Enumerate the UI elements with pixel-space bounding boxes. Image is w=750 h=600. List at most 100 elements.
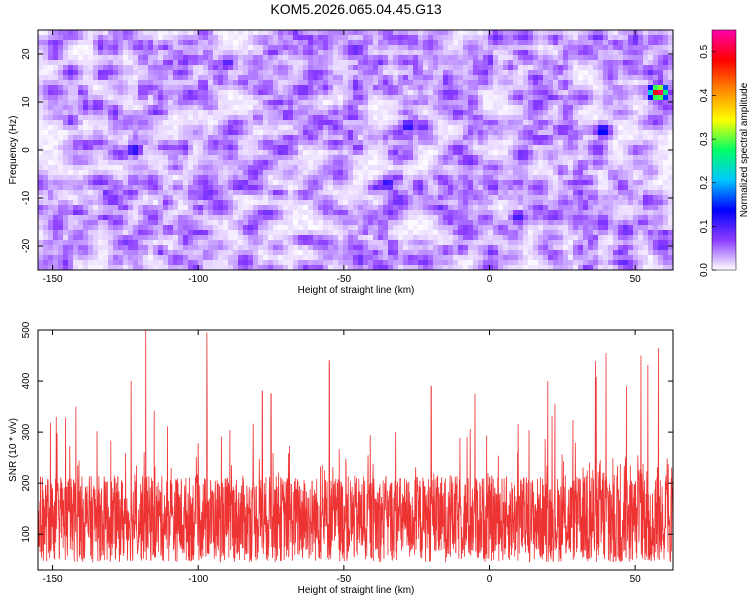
heatmap-cell	[38, 205, 44, 211]
heatmap-cell	[268, 80, 274, 86]
heatmap-cell	[173, 190, 179, 196]
heatmap-cell	[333, 250, 339, 256]
heatmap-cell	[383, 65, 389, 71]
heatmap-cell	[373, 145, 379, 151]
heatmap-cell	[453, 160, 459, 166]
heatmap-cell	[508, 60, 514, 66]
heatmap-cell	[338, 90, 344, 96]
heatmap-cell	[128, 70, 134, 76]
heatmap-cell	[138, 180, 144, 186]
heatmap-cell	[543, 195, 549, 201]
heatmap-cell	[288, 265, 294, 270]
heatmap-cell	[88, 190, 94, 196]
heatmap-cell	[203, 190, 209, 196]
heatmap-cell	[138, 265, 144, 270]
heatmap-cell	[408, 165, 414, 171]
heatmap-cell	[198, 155, 204, 161]
heatmap-cell	[173, 145, 179, 151]
heatmap-cell	[398, 85, 404, 91]
heatmap-cell	[38, 120, 44, 126]
heatmap-cell	[208, 55, 214, 61]
heatmap-cell	[183, 105, 189, 111]
heatmap-cell	[558, 30, 564, 36]
heatmap-cell	[248, 205, 254, 211]
heatmap-cell	[323, 55, 329, 61]
heatmap-cell	[148, 30, 154, 36]
heatmap-cell	[113, 35, 119, 41]
heatmap-cell	[153, 180, 159, 186]
heatmap-cell	[178, 130, 184, 136]
heatmap-cell	[278, 240, 284, 246]
heatmap-cell	[428, 225, 434, 231]
heatmap-cell	[493, 120, 499, 126]
heatmap-cell	[263, 105, 269, 111]
heatmap-cell	[483, 155, 489, 161]
heatmap-cell	[503, 235, 509, 241]
heatmap-cell	[473, 110, 479, 116]
heatmap-cell	[68, 155, 74, 161]
heatmap-cell	[263, 30, 269, 36]
heatmap-cell	[193, 140, 199, 146]
heatmap-cell	[68, 30, 74, 36]
heatmap-cell	[273, 30, 279, 36]
heatmap-cell	[163, 85, 169, 91]
heatmap-cell	[178, 265, 184, 270]
heatmap-cell	[493, 145, 499, 151]
heatmap-cell	[118, 240, 124, 246]
heatmap-cell	[498, 90, 504, 96]
heatmap-cell	[48, 95, 54, 101]
heatmap-cell	[508, 250, 514, 256]
heatmap-cell	[308, 255, 314, 261]
heatmap-cell	[418, 80, 424, 86]
heatmap-cell	[48, 180, 54, 186]
heatmap-cell	[313, 150, 319, 156]
heatmap-cell	[78, 225, 84, 231]
heatmap-cell	[143, 180, 149, 186]
heatmap-cell	[303, 235, 309, 241]
heatmap-cell	[348, 220, 354, 226]
heatmap-cell	[498, 65, 504, 71]
heatmap-cell	[523, 50, 529, 56]
heatmap-cell	[468, 75, 474, 81]
heatmap-cell	[463, 250, 469, 256]
heatmap-cell	[138, 190, 144, 196]
heatmap-cell	[113, 210, 119, 216]
heatmap-cell	[303, 200, 309, 206]
heatmap-cell	[88, 255, 94, 261]
heatmap-cell	[338, 215, 344, 221]
heatmap-cell	[313, 225, 319, 231]
heatmap-cell	[493, 200, 499, 206]
heatmap-cell	[258, 160, 264, 166]
heatmap-cell	[348, 95, 354, 101]
heatmap-cell	[328, 75, 334, 81]
heatmap-cell	[523, 165, 529, 171]
heatmap-cell	[213, 255, 219, 261]
heatmap-cell	[493, 50, 499, 56]
heatmap-cell	[443, 235, 449, 241]
heatmap-cell	[418, 35, 424, 41]
heatmap-cell	[43, 35, 49, 41]
heatmap-cell	[513, 195, 519, 201]
heatmap-cell	[548, 105, 554, 111]
heatmap-cell	[193, 165, 199, 171]
heatmap-cell	[498, 140, 504, 146]
heatmap-cell	[108, 100, 114, 106]
heatmap-cell	[403, 120, 409, 126]
heatmap-cell	[508, 130, 514, 136]
heatmap-cell	[398, 105, 404, 111]
heatmap-cell	[408, 70, 414, 76]
heatmap-cell	[278, 55, 284, 61]
heatmap-cell	[78, 245, 84, 251]
heatmap-cell	[423, 140, 429, 146]
heatmap-cell	[93, 70, 99, 76]
heatmap-cell	[333, 35, 339, 41]
heatmap-cell	[153, 255, 159, 261]
heatmap-cell	[208, 165, 214, 171]
heatmap-cell	[113, 120, 119, 126]
heatmap-cell	[283, 175, 289, 181]
heatmap-cell	[98, 170, 104, 176]
heatmap-cell	[343, 100, 349, 106]
heatmap-cell	[478, 255, 484, 261]
heatmap-cell	[448, 80, 454, 86]
heatmap-cell	[203, 35, 209, 41]
